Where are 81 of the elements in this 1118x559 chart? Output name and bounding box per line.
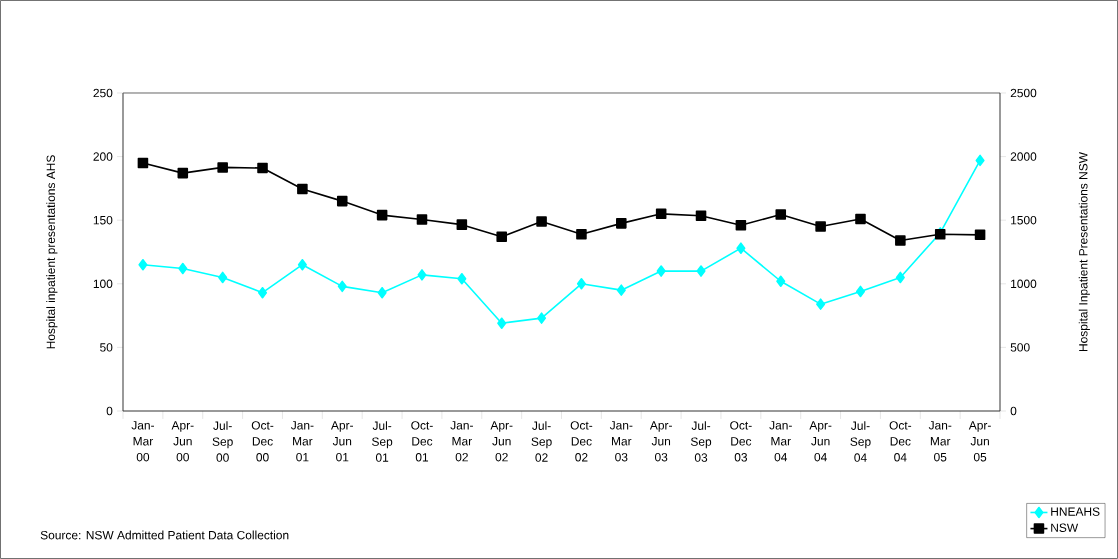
- y2-tick-label: 500: [1010, 343, 1030, 352]
- point: [297, 258, 307, 271]
- point: [218, 271, 228, 284]
- y2-tick-label: 0: [1010, 406, 1017, 416]
- x-tick-label: Jan- Mar 01: [290, 421, 314, 462]
- x-tick-label: Apr- Jun 05: [968, 421, 991, 462]
- point: [855, 213, 866, 225]
- point: [217, 162, 228, 173]
- point: [695, 210, 707, 222]
- y2-tick-label: 1500: [1011, 215, 1037, 225]
- point: [576, 278, 586, 290]
- point: [497, 317, 507, 330]
- point: [138, 258, 148, 271]
- legend-label: NSW: [1051, 523, 1079, 532]
- point: [576, 228, 587, 240]
- point: [736, 242, 746, 254]
- point: [616, 284, 626, 296]
- y-tick-label: 50: [100, 343, 113, 352]
- x-tick-label: Jan- Mar 05: [928, 421, 952, 462]
- x-tick-label: Jul- Sep 01: [372, 421, 393, 462]
- point: [417, 269, 427, 281]
- point: [975, 154, 985, 167]
- point: [337, 280, 347, 293]
- point: [735, 220, 747, 231]
- x-tick-label: Oct- Dec 02: [570, 421, 593, 462]
- y2-axis-title: Hospital Inpatient Presentations NSW: [1078, 152, 1090, 352]
- x-tick-label: Jul- Sep 00: [212, 421, 233, 462]
- x-tick-label: Jan- Mar 00: [131, 421, 155, 462]
- point: [257, 286, 268, 299]
- x-tick-label: Jul- Sep 03: [690, 421, 712, 462]
- legend-label: HNEAHS: [1051, 507, 1100, 516]
- point: [137, 157, 149, 169]
- source-note: Source: NSW Admitted Patient Data Collection: [40, 530, 289, 540]
- x-tick-label: Jul- Sep 04: [850, 421, 871, 462]
- x-tick-label: Oct- Dec 04: [889, 421, 912, 462]
- point: [776, 275, 786, 288]
- point: [416, 214, 428, 225]
- point: [177, 167, 189, 179]
- point: [297, 183, 308, 195]
- point: [257, 162, 268, 174]
- y2-tick-label: 2000: [1010, 152, 1037, 161]
- point: [895, 235, 906, 246]
- point: [816, 298, 826, 310]
- point: [895, 271, 905, 284]
- point: [656, 265, 666, 277]
- point: [376, 209, 388, 221]
- x-tick-label: Jul- Sep 02: [531, 421, 552, 462]
- point: [336, 195, 348, 207]
- point: [696, 265, 706, 277]
- x-tick-label: Jan- Mar 02: [450, 421, 473, 462]
- point: [537, 312, 547, 324]
- point: [775, 209, 787, 220]
- point: [456, 219, 468, 230]
- x-tick-label: Apr- Jun 01: [330, 421, 354, 462]
- x-tick-label: Jan- Mar 03: [609, 421, 633, 462]
- x-tick-label: Apr- Jun 03: [649, 421, 672, 462]
- y-tick-label: 0: [106, 406, 113, 416]
- x-tick-label: Jan- Mar 04: [769, 421, 792, 462]
- x-tick-label: Oct- Dec 03: [730, 421, 752, 462]
- y-axis-title: Hospital inpatient presentations AHS: [46, 155, 58, 349]
- x-tick-label: Oct- Dec 01: [411, 421, 433, 462]
- y-tick-label: 150: [93, 215, 113, 225]
- point: [496, 231, 507, 243]
- point: [815, 221, 826, 232]
- point: [178, 262, 188, 275]
- point: [855, 285, 866, 298]
- point: [974, 229, 986, 241]
- y2-tick-label: 1000: [1011, 279, 1037, 289]
- point: [457, 272, 467, 285]
- y-tick-label: 100: [93, 279, 113, 289]
- y-tick-label: 200: [93, 152, 113, 161]
- y-tick-label: 250: [93, 88, 113, 98]
- point: [655, 208, 667, 220]
- x-tick-label: Oct- Dec 00: [251, 421, 274, 462]
- point: [616, 218, 627, 229]
- y2-tick-label: 2500: [1010, 88, 1037, 98]
- point: [377, 286, 387, 299]
- x-tick-label: Apr- Jun 00: [171, 421, 194, 462]
- x-tick-label: Apr- Jun 02: [490, 421, 513, 462]
- x-tick-label: Apr- Jun 04: [809, 421, 832, 462]
- point: [536, 216, 547, 227]
